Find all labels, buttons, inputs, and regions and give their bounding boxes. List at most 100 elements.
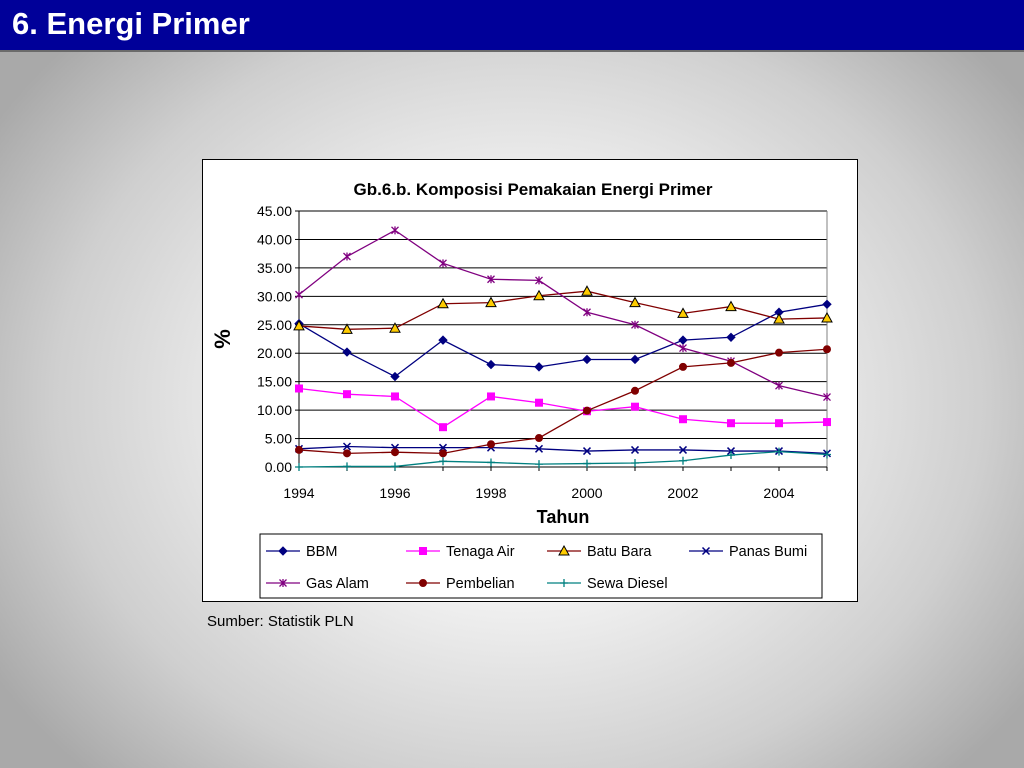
y-tick-label: 45.00	[257, 203, 292, 219]
series-line-pembelian	[298, 348, 828, 454]
legend-label: Batu Bara	[587, 544, 652, 560]
data-point-tenaga-air	[775, 419, 783, 428]
legend-item-bbm: BBM	[266, 544, 337, 560]
data-point-batu-bara	[533, 289, 545, 301]
title-divider	[0, 50, 1024, 52]
legend-label: Tenaga Air	[446, 544, 515, 560]
data-point-panas-bumi	[438, 443, 448, 452]
data-point-tenaga-air	[439, 423, 447, 432]
legend-item-batu-bara: Batu Bara	[547, 544, 652, 560]
legend-label: Pembelian	[446, 576, 515, 592]
data-point-pembelian	[583, 406, 591, 415]
y-tick-label: 0.00	[265, 459, 292, 475]
data-point-pembelian	[439, 449, 447, 458]
data-point-pembelian	[487, 440, 495, 449]
data-point-gas-alam	[439, 259, 447, 268]
legend-swatch-marker	[279, 579, 287, 587]
series-line-bbm	[298, 303, 828, 378]
data-point-gas-alam	[487, 275, 495, 284]
data-point-gas-alam	[775, 381, 783, 390]
data-point-batu-bara	[389, 322, 401, 333]
data-point-sewa-diesel	[631, 459, 639, 468]
series-line-gas-alam	[298, 229, 828, 398]
legend-swatch-marker	[419, 579, 427, 587]
data-point-panas-bumi	[342, 442, 352, 451]
series-gas-alam	[295, 226, 831, 402]
data-point-sewa-diesel	[775, 447, 783, 456]
data-point-panas-bumi	[534, 444, 544, 453]
legend-swatch-marker	[560, 579, 568, 587]
data-point-pembelian	[823, 345, 831, 354]
data-point-bbm	[342, 347, 352, 357]
legend-item-gas-alam: Gas Alam	[266, 576, 369, 592]
data-point-batu-bara	[629, 296, 641, 308]
legend-item-pembelian: Pembelian	[406, 576, 515, 592]
legend-swatch-marker	[701, 546, 711, 556]
data-point-gas-alam	[679, 344, 687, 353]
data-point-pembelian	[343, 449, 351, 458]
data-point-sewa-diesel	[727, 451, 735, 460]
data-point-sewa-diesel	[535, 460, 543, 469]
data-point-sewa-diesel	[391, 462, 399, 471]
data-point-bbm	[486, 359, 496, 370]
data-point-gas-alam	[583, 308, 591, 317]
y-tick-label: 25.00	[257, 317, 292, 333]
data-point-sewa-diesel	[439, 457, 447, 466]
series-bbm	[294, 299, 832, 382]
data-point-batu-bara	[725, 300, 737, 312]
series-line-batu-bara	[298, 290, 828, 330]
legend-swatch-marker	[278, 546, 288, 556]
data-point-gas-alam	[631, 320, 639, 329]
data-point-batu-bara	[485, 296, 497, 308]
data-point-batu-bara	[293, 319, 305, 331]
data-point-tenaga-air	[727, 419, 735, 428]
series-panas-bumi	[294, 442, 832, 458]
x-tick-label: 2004	[763, 485, 794, 501]
data-point-gas-alam	[535, 276, 543, 285]
data-point-gas-alam	[823, 393, 831, 402]
data-point-bbm	[726, 332, 736, 343]
data-point-tenaga-air	[535, 398, 543, 407]
data-point-panas-bumi	[678, 445, 688, 454]
y-tick-label: 20.00	[257, 345, 292, 361]
y-tick-label: 15.00	[257, 374, 292, 390]
data-point-gas-alam	[391, 226, 399, 235]
chart-legend: BBM Tenaga Air Batu Bara Panas Bumi Gas Alam…	[259, 533, 823, 599]
legend-item-tenaga-air: Tenaga Air	[406, 544, 515, 560]
y-tick-label: 35.00	[257, 260, 292, 276]
gridlines	[299, 210, 827, 440]
slide-title: 6. Energi Primer	[12, 6, 250, 41]
series-batu-bara	[293, 285, 833, 334]
x-tick-label: 2000	[571, 485, 602, 501]
x-tick-label: 1994	[283, 485, 314, 501]
data-point-sewa-diesel	[583, 459, 591, 468]
series-lines	[293, 226, 833, 471]
series-pembelian	[295, 345, 831, 458]
data-point-bbm	[822, 299, 832, 310]
chart-frame: Gb.6.b. Komposisi Pemakaian Energi Prime…	[202, 159, 858, 602]
data-point-batu-bara	[581, 285, 593, 296]
data-point-pembelian	[535, 433, 543, 442]
data-point-batu-bara	[773, 313, 785, 324]
x-tick-label: 1996	[379, 485, 410, 501]
data-point-gas-alam	[295, 290, 303, 299]
data-point-pembelian	[679, 362, 687, 371]
data-point-bbm	[582, 354, 592, 365]
data-point-batu-bara	[821, 311, 833, 323]
legend-swatch-marker	[419, 547, 427, 555]
series-line-sewa-diesel	[298, 450, 828, 468]
y-tick-label: 40.00	[257, 231, 292, 247]
data-point-tenaga-air	[295, 384, 303, 393]
legend-label: Sewa Diesel	[587, 576, 668, 592]
line-chart: Gb.6.b. Komposisi Pemakaian Energi Prime…	[210, 180, 833, 599]
data-point-bbm	[438, 335, 448, 345]
data-point-panas-bumi	[582, 447, 592, 456]
y-tick-label: 30.00	[257, 288, 292, 304]
x-tick-label: 1998	[475, 485, 506, 501]
data-point-gas-alam	[343, 252, 351, 261]
source-note: Sumber: Statistik PLN	[207, 613, 354, 630]
data-point-sewa-diesel	[343, 462, 351, 471]
data-point-batu-bara	[677, 307, 689, 318]
legend-label: Gas Alam	[306, 576, 369, 592]
data-point-tenaga-air	[343, 390, 351, 399]
